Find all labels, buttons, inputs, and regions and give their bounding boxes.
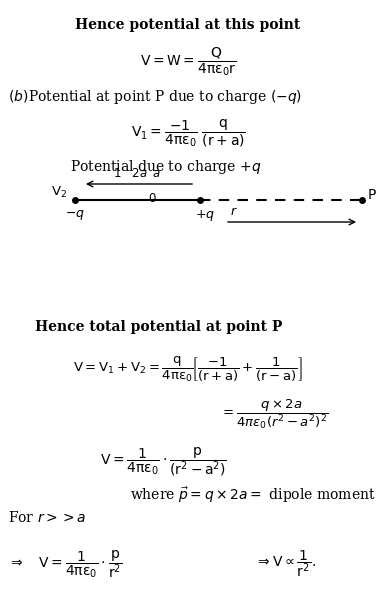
Text: $\mathrm{V = W = \dfrac{Q}{4\pi\varepsilon_0 r}}$: $\mathrm{V = W = \dfrac{Q}{4\pi\varepsil… <box>140 45 236 78</box>
Text: $\mathit{(b)}$: $\mathit{(b)}$ <box>8 88 28 104</box>
Text: $\Rightarrow \quad \mathrm{V = \dfrac{1}{4\pi\varepsilon_0} \cdot \dfrac{p}{r^2}: $\Rightarrow \quad \mathrm{V = \dfrac{1}… <box>8 548 123 580</box>
Text: $\mathrm{V = V_1 + V_2 = \dfrac{q}{4\pi\varepsilon_0}\!\left[\dfrac{-1}{(r+a)} +: $\mathrm{V = V_1 + V_2 = \dfrac{q}{4\pi\… <box>73 355 303 384</box>
Text: where $\vec{p} = q \times 2a =$ dipole moment: where $\vec{p} = q \times 2a =$ dipole m… <box>130 485 375 504</box>
Text: $r$: $r$ <box>230 205 238 218</box>
Text: $0$: $0$ <box>148 192 156 205</box>
Text: $+q$: $+q$ <box>195 208 215 223</box>
Text: Hence potential at this point: Hence potential at this point <box>75 18 300 32</box>
Text: $= \dfrac{q \times 2a}{4\pi\varepsilon_0(r^2-a^2)^2}$: $= \dfrac{q \times 2a}{4\pi\varepsilon_0… <box>220 398 328 432</box>
Text: $\mathrm{V_1 = \dfrac{-1}{4\pi\varepsilon_0}\ \dfrac{q}{(r + a)}}$: $\mathrm{V_1 = \dfrac{-1}{4\pi\varepsilo… <box>130 118 245 149</box>
Text: $\mathrm{V_2}$: $\mathrm{V_2}$ <box>51 184 67 199</box>
Text: Hence total potential at point P: Hence total potential at point P <box>35 320 282 334</box>
Text: Potential at point P due to charge $(-q)$: Potential at point P due to charge $(-q)… <box>28 88 302 106</box>
Text: $-q$: $-q$ <box>65 208 85 222</box>
Text: $1\quad 2a\;\; a$: $1\quad 2a\;\; a$ <box>113 167 161 180</box>
Text: For $r >> a$: For $r >> a$ <box>8 510 86 525</box>
Text: $\mathrm{P}$: $\mathrm{P}$ <box>367 188 377 202</box>
Text: $\Rightarrow \mathrm{V \propto \dfrac{1}{r^2}}.$: $\Rightarrow \mathrm{V \propto \dfrac{1}… <box>255 548 316 579</box>
Text: $\mathrm{V = \dfrac{1}{4\pi\varepsilon_0} \cdot \dfrac{p}{(r^2-a^2)}}$: $\mathrm{V = \dfrac{1}{4\pi\varepsilon_0… <box>100 445 227 478</box>
Text: Potential due to charge $+q$: Potential due to charge $+q$ <box>70 158 261 176</box>
